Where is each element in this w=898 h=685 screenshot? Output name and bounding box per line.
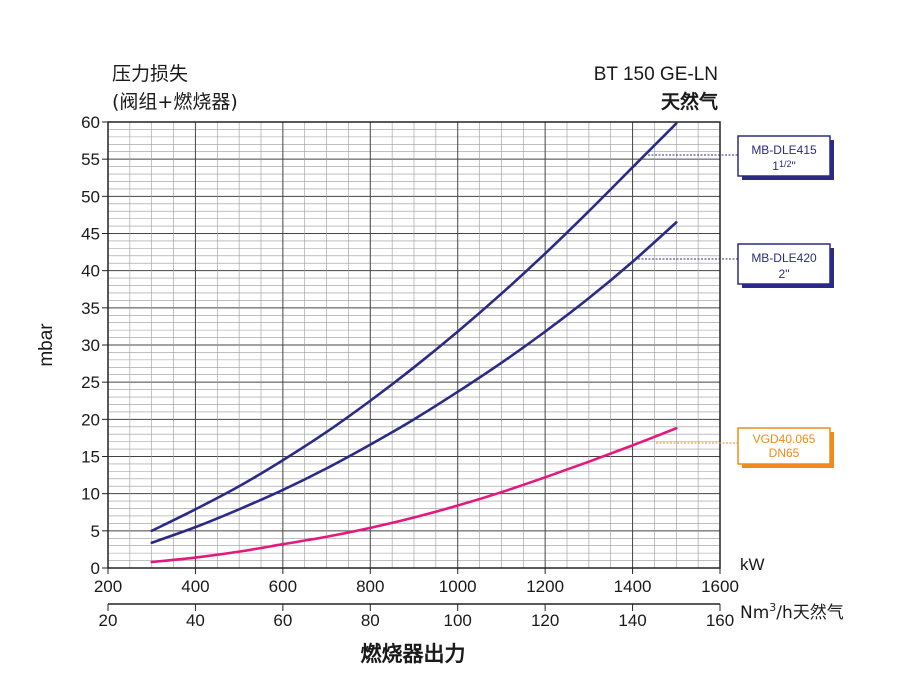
y-axis-title-line2: (阀组+燃烧器) — [112, 91, 238, 113]
x-unit-nm3-prefix: Nm — [740, 603, 769, 623]
y-tick-label: 20 — [81, 410, 100, 429]
curve-series-2 — [150, 426, 678, 564]
x-axis-label: 燃烧器出力 — [361, 642, 466, 666]
y-tick-label: 30 — [81, 336, 100, 355]
curves — [150, 122, 678, 564]
x-unit-nm3-sup: 3 — [769, 601, 776, 614]
x-tick-label-nm3: 80 — [361, 611, 380, 630]
x-tick-label-kw: 600 — [269, 577, 297, 596]
curve-series-0 — [150, 122, 678, 533]
legend-label-vgd40-065-line1: VGD40.065 — [753, 432, 816, 446]
y-tick-label: 15 — [81, 448, 100, 467]
x-tick-label-nm3: 100 — [444, 611, 472, 630]
legend-label-mb-dle415-whole: 1 — [772, 159, 779, 173]
x-unit-nm3-suffix: /h天然气 — [776, 603, 844, 623]
legend-box-mb-dle415 — [737, 135, 831, 177]
legend-label-mb-dle415-line1: MB-DLE415 — [751, 143, 817, 157]
y-tick-label: 10 — [81, 485, 100, 504]
x-tick-label-nm3: 60 — [273, 611, 292, 630]
legend-box-vgd40-065 — [737, 427, 831, 465]
legend-vgd40-065: VGD40.065 DN65 — [656, 427, 834, 468]
legend-label-mb-dle415-inch: " — [791, 159, 795, 173]
x-tick-label-nm3: 120 — [531, 611, 559, 630]
x-tick-label-kw: 1000 — [439, 577, 477, 596]
x-tick-label-kw: 1200 — [526, 577, 564, 596]
curve-series-1 — [150, 221, 678, 545]
x-tick-label-kw: 1600 — [701, 577, 739, 596]
x-tick-label-kw: 400 — [181, 577, 209, 596]
chart-title: BT 150 GE-LN — [594, 64, 718, 85]
chart-subtitle: 天然气 — [661, 90, 718, 113]
plot-grid — [107, 121, 721, 569]
y-tick-label: 5 — [91, 522, 100, 541]
y-tick-label: 0 — [91, 559, 100, 578]
legend-box-mb-dle420 — [737, 243, 831, 285]
y-tick-label: 50 — [81, 187, 100, 206]
y-tick-label: 35 — [81, 299, 100, 318]
x-tick-label-kw: 800 — [356, 577, 384, 596]
y-axis-label: mbar — [36, 323, 57, 367]
x-tick-label-nm3: 160 — [706, 611, 734, 630]
y-tick-labels: 0 5 10 15 20 25 30 35 40 45 50 55 60 — [81, 113, 108, 578]
y-tick-label: 45 — [81, 225, 100, 244]
y-axis-title-line1: 压力损失 — [112, 63, 188, 85]
y-tick-label: 25 — [81, 373, 100, 392]
legend-label-mb-dle420-line1: MB-DLE420 — [751, 251, 817, 265]
y-tick-label: 55 — [81, 150, 100, 169]
x-tick-label-nm3: 140 — [618, 611, 646, 630]
x-tick-labels-nm3: 20 40 60 80 100 120 140 160 — [99, 604, 734, 630]
legend-mb-dle420: MB-DLE420 2" — [638, 243, 834, 288]
legend-mb-dle415: MB-DLE415 11/2" — [648, 135, 834, 180]
legend-label-mb-dle420-line2: 2" — [779, 267, 790, 281]
x-tick-label-nm3: 40 — [186, 611, 205, 630]
y-tick-label: 60 — [81, 113, 100, 132]
x-tick-label-nm3: 20 — [99, 611, 118, 630]
legend-label-mb-dle415-line2: 11/2" — [772, 159, 795, 173]
legend-label-vgd40-065-line2: DN65 — [769, 446, 800, 460]
x-tick-label-kw: 1400 — [614, 577, 652, 596]
y-tick-label: 40 — [81, 262, 100, 281]
x-unit-kw: kW — [740, 555, 765, 574]
x-tick-labels-kw: 200 400 600 800 1000 1200 1400 1600 — [94, 568, 739, 596]
x-unit-nm3: Nm3/h天然气 — [740, 601, 844, 623]
x-tick-label-kw: 200 — [94, 577, 122, 596]
legend-label-mb-dle415-frac: 1/2 — [779, 159, 792, 169]
